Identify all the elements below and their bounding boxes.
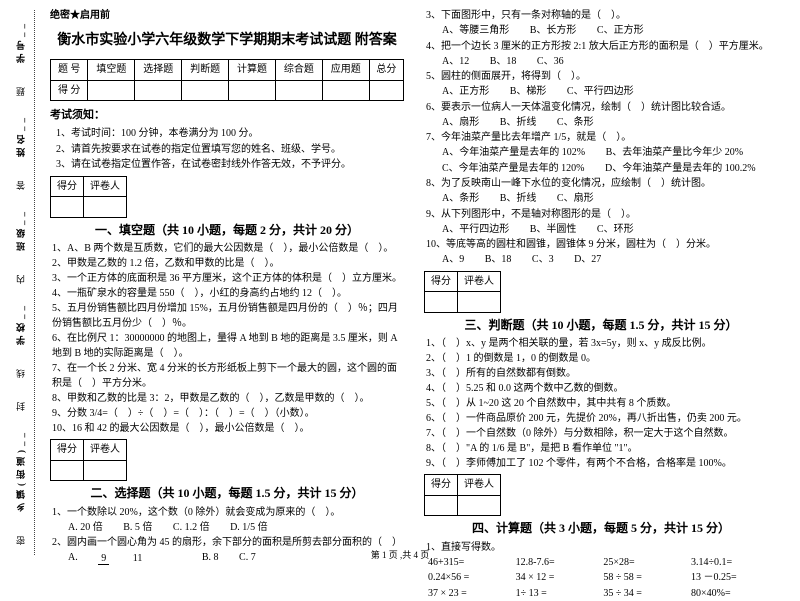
calc-row-3: 37 × 23 = 1÷ 13 = 35 ÷ 34 = 80×40%= [424, 586, 778, 601]
notice-head: 考试须知： [50, 107, 404, 124]
sidebar-label-town: 乡镇(街道)__ [14, 429, 27, 512]
sidebar-label-xuehao: 学号__ [14, 20, 27, 63]
sec3-title: 三、判断题（共 10 小题，每题 1.5 分，共计 15 分） [424, 316, 778, 335]
sec4-title: 四、计算题（共 3 小题，每题 5 分，共计 15 分） [424, 519, 778, 538]
q2-6: 6、要表示一位病人一天体温变化情况，绘制（ ）统计图比较合适。 [426, 100, 778, 115]
score-row2: 得 分 [51, 80, 88, 101]
q2-4: 4、把一个边长 3 厘米的正方形按 2:1 放大后正方形的面积是（ ）平方厘米。 [426, 39, 778, 54]
cut-mark-4: 线 [14, 363, 27, 378]
q2-3: 3、下面图形中，只有一条对称轴的是（ ）。 [426, 8, 778, 23]
q2-1-opts: A. 20 倍 B. 5 倍 C. 1.2 倍 D. 1/5 倍 [68, 520, 404, 536]
q1-10: 10、16 和 42 的最大公因数是（ ），最小公倍数是（ ）。 [52, 421, 404, 436]
q2-1: 1、一个数除以 20%，这个数（0 除外）就会变成为原来的（ ）。 [52, 505, 404, 520]
notice-list: 1、考试时间：100 分钟，本卷满分为 100 分。 2、请首先按要求在试卷的指… [50, 126, 404, 173]
right-column: 3、下面图形中，只有一条对称轴的是（ ）。 A、等腰三角形 B、长方形 C、正方… [414, 8, 788, 549]
score-h-7: 总分 [369, 60, 403, 81]
q1-6: 6、在比例尺 1：30000000 的地图上，量得 A 地到 B 地的距离是 3… [52, 331, 404, 361]
q2-7: 7、今年油菜产量比去年增产 1/5，就是（ ）。 [426, 130, 778, 145]
q3-3: 3、（ ）所有的自然数都有倒数。 [426, 366, 778, 381]
score-table: 题 号 填空题 选择题 判断题 计算题 综合题 应用题 总分 得 分 [50, 59, 404, 101]
mark-2a: 得分 [51, 440, 84, 461]
notice-3: 3、请在试卷指定位置作答，在试卷密封线外作答无效，不予评分。 [56, 157, 404, 173]
q3-6: 6、（ ）一件商品原价 200 元，先提价 20%，再八折出售，仍卖 200 元… [426, 411, 778, 426]
score-h-6: 应用题 [322, 60, 369, 81]
calc-row-2: 0.24×56 = 34 × 12 = 58 ÷ 58 = 13 －0.25= [424, 570, 778, 586]
q3-5: 5、（ ）从 1~20 这 20 个自然数中，其中共有 8 个质数。 [426, 396, 778, 411]
cut-mark-5: 封 [14, 396, 27, 411]
q1-5: 5、五月份销售额比四月份增加 15%，五月份销售额是四月份的（ ）％；四月份销售… [52, 301, 404, 331]
exam-title: 衡水市实验小学六年级数学下学期期末考试试题 附答案 [50, 30, 404, 52]
q1-8: 8、甲数和乙数的比是 3：2，甲数是乙数的（ ），乙数是甲数的（ ）。 [52, 391, 404, 406]
q1-9: 9、分数 3/4=（ ）÷（ ）=（ ）：（ ）=（ ）（小数）。 [52, 406, 404, 421]
mark-box-4: 得分评卷人 [424, 474, 501, 516]
q3-9: 9、（ ）李师傅加工了 102 个零件，有两个不合格，合格率是 100%。 [426, 456, 778, 471]
notice-2: 2、请首先按要求在试卷的指定位置填写您的姓名、班级、学号。 [56, 142, 404, 158]
mark-2b: 评卷人 [84, 440, 127, 461]
q2-9: 9、从下列图形中，不是轴对称图形的是（ ）。 [426, 207, 778, 222]
q1-4: 4、一瓶矿泉水的容量是 550（ ），小红的身高约占地约 12（ ）。 [52, 286, 404, 301]
sidebar-label-school: 学校__ [14, 302, 27, 345]
cut-mark-6: 密 [14, 530, 27, 545]
mark-1b: 评卷人 [84, 176, 127, 197]
score-h-0: 题 号 [51, 60, 88, 81]
score-h-4: 计算题 [229, 60, 276, 81]
q2-10: 10、等底等高的圆柱和圆锥，圆锥体 9 分米，圆柱为（ ）分米。 [426, 237, 778, 252]
q3-4: 4、（ ）5.25 和 0.0 这两个数中乙数的倒数。 [426, 381, 778, 396]
q1-3: 3、一个正方体的底面积是 36 平方厘米，这个正方体的体积是（ ）立方厘米。 [52, 271, 404, 286]
q2-8: 8、为了反映南山一峰下水位的变化情况，应绘制（ ）统计图。 [426, 176, 778, 191]
score-h-5: 综合题 [275, 60, 322, 81]
sec1-title: 一、填空题（共 10 小题，每题 2 分，共计 20 分） [50, 221, 404, 240]
sidebar-label-name: 姓名__ [14, 114, 27, 157]
score-h-2: 选择题 [135, 60, 182, 81]
binding-sidebar: 学号__ 题 姓名__ 答 班级__ 内 学校__ 线 封 乡镇(街道)__ 密 [0, 0, 40, 565]
sec2-title: 二、选择题（共 10 小题，每题 1.5 分，共计 15 分） [50, 484, 404, 503]
cut-mark-1: 题 [14, 81, 27, 96]
notice-1: 1、考试时间：100 分钟，本卷满分为 100 分。 [56, 126, 404, 142]
q1-7: 7、在一个长 2 分米、宽 4 分米的长方形纸板上剪下一个最大的圆，这个圆的面积… [52, 361, 404, 391]
cut-mark-3: 内 [14, 269, 27, 284]
mark-box-2: 得分评卷人 [50, 439, 127, 481]
q1-2: 2、甲数是乙数的 1.2 倍，乙数和甲数的比是（ ）。 [52, 256, 404, 271]
q2-5: 5、圆柱的侧面展开，将得到（ ）。 [426, 69, 778, 84]
mark-box-3: 得分评卷人 [424, 271, 501, 313]
mark-box-1: 得分评卷人 [50, 176, 127, 218]
score-h-1: 填空题 [88, 60, 135, 81]
mark-1a: 得分 [51, 176, 84, 197]
q3-8: 8、（ ）"A 的 1/6 是 B"，是把 B 看作单位 "1"。 [426, 441, 778, 456]
cut-mark-2: 答 [14, 175, 27, 190]
left-column: 绝密★启用前 衡水市实验小学六年级数学下学期期末考试试题 附答案 题 号 填空题… [40, 8, 414, 549]
score-h-3: 判断题 [182, 60, 229, 81]
q3-1: 1、（ ）x、y 是两个相关联的量，若 3x=5y，则 x、y 成反比例。 [426, 336, 778, 351]
sidebar-label-class: 班级__ [14, 208, 27, 251]
q3-2: 2、（ ）1 的倒数是 1，0 的倒数是 0。 [426, 351, 778, 366]
confidential-mark: 绝密★启用前 [50, 8, 404, 24]
page-number: 第 1 页 ,共 4 页 [0, 548, 800, 561]
page-content: 绝密★启用前 衡水市实验小学六年级数学下学期期末考试试题 附答案 题 号 填空题… [0, 0, 800, 565]
q3-7: 7、（ ）一个自然数（0 除外）与分数相除，积一定大于这个自然数。 [426, 426, 778, 441]
q1-1: 1、A、B 两个数是互质数，它们的最大公因数是（ ），最小公倍数是（ ）。 [52, 241, 404, 256]
